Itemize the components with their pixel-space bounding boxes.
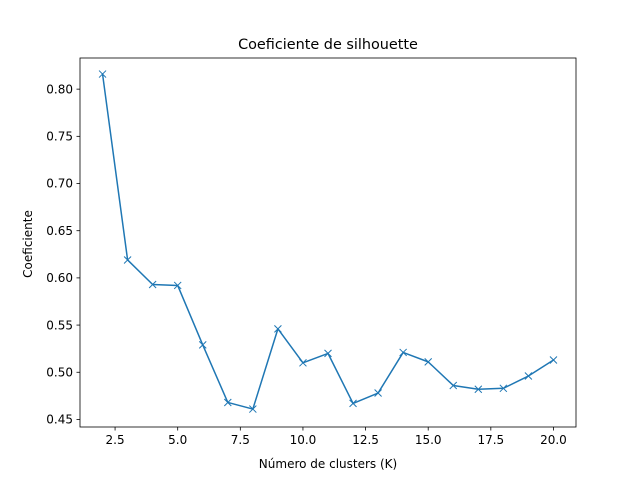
data-point-marker (499, 384, 508, 393)
x-tick-label: 12.5 (352, 433, 379, 447)
chart-title: Coeficiente de silhouette (238, 37, 418, 53)
y-tick-label: 0.45 (46, 413, 73, 427)
y-tick-label: 0.60 (46, 271, 73, 285)
data-point-marker (449, 381, 458, 390)
x-tick-label: 15.0 (415, 433, 442, 447)
x-tick-label: 7.5 (231, 433, 250, 447)
data-point-marker (274, 324, 282, 333)
data-point-marker (173, 281, 182, 290)
x-tick-label: 5.0 (168, 433, 187, 447)
plot-area: 2.5 5.0 7.5 10.0 12.5 15.0 17.5 20.0 0.45 0.50 0.5… (46, 57, 577, 447)
y-tick-label: 0.80 (46, 82, 73, 96)
data-point-marker (248, 405, 257, 413)
y-tick-label: 0.65 (46, 224, 73, 238)
data-point-marker (374, 389, 382, 397)
y-tick-label: 0.70 (46, 177, 73, 191)
data-point-marker (349, 399, 357, 408)
x-tick-label: 10.0 (290, 433, 317, 447)
y-tick-label: 0.75 (46, 130, 73, 144)
axes-frame (79, 57, 577, 428)
data-point-marker (299, 358, 307, 367)
data-point-marker (98, 70, 107, 78)
data-point-marker (123, 256, 132, 264)
data-point-marker (324, 349, 332, 358)
data-point-marker (474, 385, 483, 394)
y-tick-label: 0.55 (46, 318, 73, 332)
x-tick-label: 2.5 (106, 433, 125, 447)
data-point-marker (198, 341, 207, 349)
data-point-marker (223, 398, 232, 407)
x-tick-label: 17.5 (477, 433, 504, 447)
x-axis-label: Número de clusters (K) (259, 457, 397, 471)
data-point-marker (549, 356, 558, 364)
x-tick-label: 20.0 (540, 433, 567, 447)
data-point-marker (399, 348, 408, 357)
data-point-marker (424, 358, 433, 366)
y-axis-label: Coeficiente (21, 210, 35, 278)
data-point-marker (524, 372, 533, 380)
data-point-marker (148, 280, 157, 289)
y-tick-label: 0.50 (46, 365, 73, 379)
